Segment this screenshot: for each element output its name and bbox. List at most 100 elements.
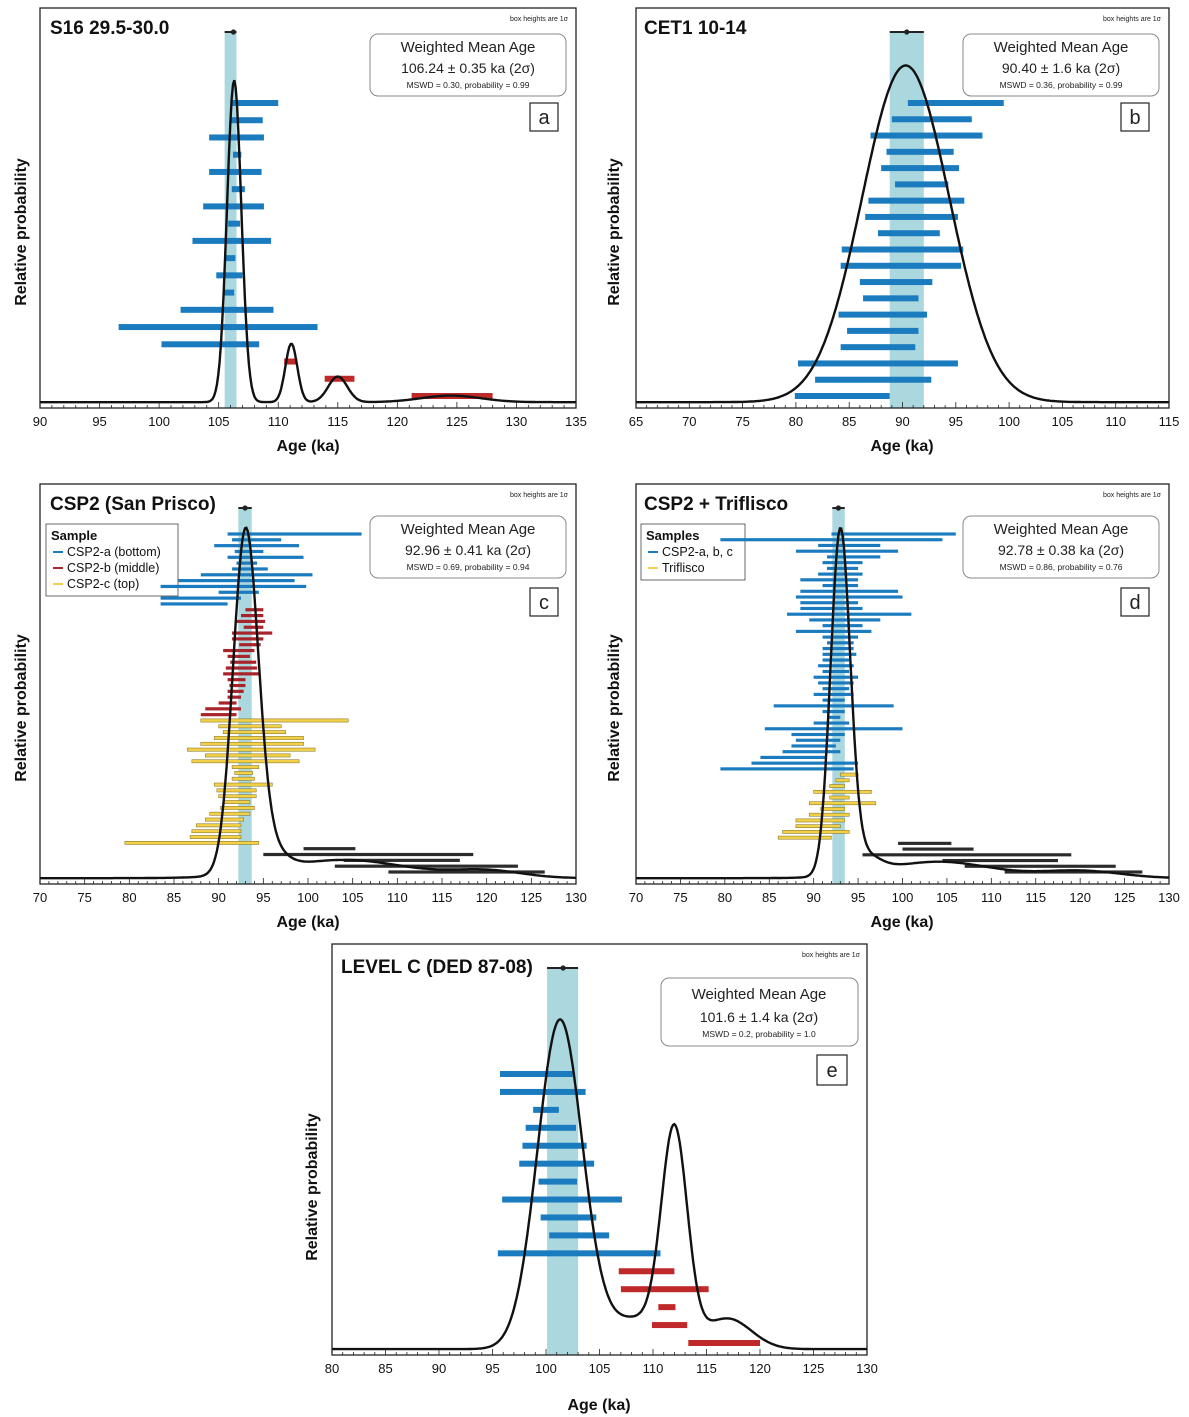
panel-b-ylabel: Relative probability	[606, 158, 623, 306]
panel-c-tick-label: 110	[387, 890, 408, 905]
panel-e-age-bar	[618, 1268, 675, 1275]
panel-e-age-bar	[502, 1196, 622, 1203]
panel-b-probability-curve	[636, 64, 1169, 404]
panel-d-age-bar	[791, 744, 836, 748]
panel-c-age-bar	[191, 759, 300, 764]
panel-b-age-bar	[907, 100, 1004, 106]
panel-b-age-bar	[841, 246, 964, 253]
panel-d-age-bar	[826, 641, 854, 645]
panel-e-tick-label: 110	[643, 1361, 664, 1376]
panel-d-age-bar	[820, 807, 846, 811]
panel-d-age-bar	[826, 555, 881, 559]
panel-d-age-bar	[818, 543, 881, 548]
panel-c-age-bar	[218, 724, 282, 729]
panel-c-age-bar	[178, 579, 295, 583]
panel-b-age-bar	[870, 132, 983, 139]
panel-e-age-bar	[620, 1286, 709, 1293]
panel-d-tick-label: 120	[1069, 890, 1091, 905]
panel-d: Relative probability CSP2 + Triflisco bo…	[606, 483, 1180, 931]
panel-c-tick-label: 95	[256, 890, 270, 905]
panel-d-legend-item-b: Triflisco	[662, 561, 705, 575]
panel-d-age-bar	[795, 738, 841, 742]
panel-a-xlabel: Age (ka)	[276, 438, 339, 455]
panel-e-age-bar	[549, 1232, 610, 1239]
panel-b-wm-stats: MSWD = 0.36, probability = 0.99	[1000, 80, 1123, 90]
panel-b-wm-box	[962, 33, 1160, 97]
panel-c-age-bar	[234, 771, 253, 775]
panel-c-xlabel: Age (ka)	[276, 914, 339, 931]
panel-e-age-bar	[651, 1322, 688, 1329]
panel-d-xlabel: Age (ka)	[870, 914, 933, 931]
panel-e-age-bar	[497, 1250, 661, 1257]
panel-b-mean-point	[904, 29, 910, 35]
panel-d-tick-label: 75	[673, 890, 687, 905]
panel-e-age-bar	[538, 1178, 578, 1185]
panel-b-tick-label: 70	[682, 414, 696, 429]
panel-d-age-bar	[822, 669, 850, 674]
panel-d-age-bar	[791, 732, 845, 737]
panel-d-age-bar	[902, 847, 974, 851]
panel-a-age-bar	[209, 168, 262, 175]
panel-b-age-bar	[794, 393, 890, 399]
panel-d-age-bar	[813, 692, 854, 696]
panel-d-age-bar	[942, 858, 1058, 863]
panel-e-tick-label: 90	[432, 1361, 446, 1376]
panel-a-tick-label: 90	[33, 414, 47, 429]
panel-c-age-bar	[227, 689, 244, 693]
panel-d-age-bar	[840, 772, 859, 777]
panel-c-age-bar	[243, 625, 264, 629]
panel-d-age-bar	[818, 664, 854, 668]
panel-c-age-bar	[236, 561, 258, 565]
panel-e-tick-label: 100	[535, 1361, 557, 1376]
panel-e-tick-label: 120	[749, 1361, 771, 1376]
panel-c-age-bar	[229, 683, 246, 688]
panel-b-wm-heading: Weighted Mean Age	[994, 39, 1129, 56]
panel-c-age-bar	[227, 695, 241, 699]
panel-c-age-bar	[205, 753, 291, 758]
panel-d-tick-label: 115	[1025, 890, 1046, 905]
panel-e-tick-label: 85	[378, 1361, 392, 1376]
panel-c-age-bar	[232, 631, 273, 635]
panel-a-tick-label: 120	[386, 414, 408, 429]
panel-d-mean-point	[835, 505, 841, 511]
panel-a-wm-heading: Weighted Mean Age	[401, 39, 536, 56]
panel-d-wm-heading: Weighted Mean Age	[994, 521, 1129, 538]
panel-a-label-box	[529, 102, 559, 132]
panel-b-wm-value: 90.40 ± 1.6 ka (2σ)	[1002, 60, 1120, 76]
panel-e-age-bar	[525, 1124, 576, 1131]
panel-d-age-bar	[862, 853, 1072, 857]
panel-b-age-bar	[863, 295, 919, 302]
panel-c-age-bar	[223, 648, 255, 653]
panel-b-xlabel: Age (ka)	[870, 438, 933, 455]
panel-a-age-bar	[209, 134, 264, 141]
panel-d-legend-box	[640, 523, 746, 581]
panel-c-age-bar	[124, 841, 260, 845]
panel-b-box-note: box heights are 1σ	[1103, 16, 1162, 23]
panel-c-age-bar	[189, 835, 242, 839]
panel-e-age-bar	[522, 1142, 587, 1149]
panel-c-mean-point	[242, 505, 248, 511]
panel-c-age-bar	[214, 544, 300, 548]
panel-c-legend-item-c: CSP2-c (top)	[67, 577, 139, 591]
panel-a-box-note: box heights are 1σ	[510, 16, 569, 23]
panel-d-wm-box	[962, 515, 1160, 579]
panel-c-age-bar	[220, 806, 255, 810]
panel-c-label-box	[529, 587, 559, 617]
panel-e-title: LEVEL C (DED 87-08)	[341, 957, 533, 978]
panel-c-label: c	[539, 592, 549, 614]
panel-c-age-bar	[232, 637, 264, 641]
panel-b-age-bar	[868, 197, 965, 204]
panel-e-wm-heading: Weighted Mean Age	[692, 986, 827, 1003]
panel-c-age-bar	[227, 654, 250, 658]
panel-d-tick-label: 80	[718, 890, 732, 905]
panel-a: Relative probability S16 29.5-30.0 box h…	[13, 7, 587, 455]
panel-d-age-bar	[826, 566, 859, 570]
panel-a-age-bar	[324, 375, 355, 382]
panel-b-tick-label: 95	[949, 414, 963, 429]
panel-d-age-bar	[795, 595, 903, 599]
panel-c-age-bar	[213, 782, 273, 787]
panel-b-age-bar	[815, 376, 932, 383]
panel-a-wm-value: 106.24 ± 0.35 ka (2σ)	[401, 60, 535, 76]
panel-d-age-bar	[829, 784, 846, 788]
